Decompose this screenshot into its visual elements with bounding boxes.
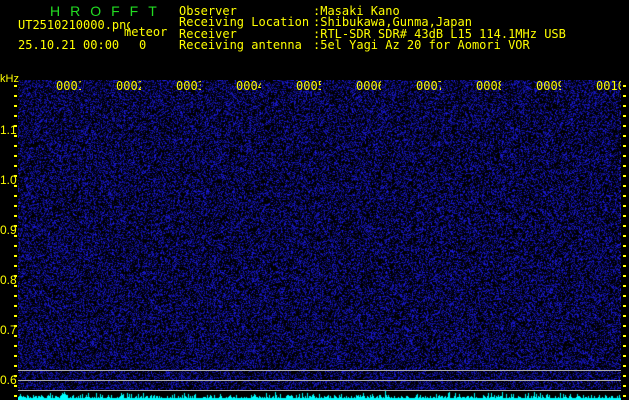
axis-tick: [14, 235, 17, 237]
axis-tick: [14, 185, 17, 187]
waterfall-spectrogram: [18, 80, 621, 400]
frequency-label: 0.9: [0, 223, 17, 237]
frequency-label: 0.7: [0, 323, 17, 337]
frequency-label: 1.0: [0, 173, 17, 187]
time-label: 0008: [476, 79, 501, 93]
time-label: 0009: [536, 79, 561, 93]
axis-tick: [14, 345, 17, 347]
time-label: 0007: [416, 79, 441, 93]
axis-tick: [14, 325, 17, 327]
axis-tick: [623, 305, 626, 307]
time-label: 0002: [116, 79, 141, 93]
axis-tick: [623, 195, 626, 197]
divider-line: [18, 390, 621, 391]
observer-value: :Masaki Kano: [313, 4, 400, 18]
axis-tick: [623, 265, 626, 267]
frequency-label: 0.8: [0, 273, 17, 287]
frequency-label: 0.6: [0, 373, 17, 387]
axis-tick: [623, 275, 626, 277]
time-label: 0010: [596, 79, 621, 93]
axis-tick: [623, 105, 626, 107]
axis-tick: [623, 85, 626, 87]
datetime: 25.10.21 00:00: [18, 38, 120, 52]
time-label: 0006: [356, 79, 381, 93]
mode-label: meteor: [124, 25, 168, 39]
divider-line: [18, 380, 621, 381]
axis-tick: [623, 125, 626, 127]
axis-tick: [623, 395, 626, 397]
location-value: :Shibukawa,Gunma,Japan: [313, 15, 472, 29]
axis-tick: [623, 245, 626, 247]
axis-tick: [623, 185, 626, 187]
axis-tick: [623, 375, 626, 377]
axis-tick: [14, 225, 17, 227]
unit-label: kHz: [0, 73, 19, 85]
axis-tick: [14, 285, 17, 287]
axis-tick: [14, 315, 17, 317]
frequency-label: 1.1: [0, 123, 17, 137]
axis-tick: [14, 255, 17, 257]
location-label: Receiving Location: [179, 15, 310, 29]
axis-tick: [14, 355, 17, 357]
app-title: HROFFT: [50, 3, 167, 19]
axis-tick: [623, 95, 626, 97]
axis-tick: [14, 195, 17, 197]
antenna-label: Receiving antenna: [179, 38, 302, 52]
axis-tick: [14, 205, 17, 207]
axis-tick: [14, 115, 17, 117]
axis-tick: [14, 155, 17, 157]
axis-tick: [623, 315, 626, 317]
axis-tick: [623, 325, 626, 327]
axis-tick: [623, 175, 626, 177]
axis-tick: [623, 165, 626, 167]
axis-tick: [14, 125, 17, 127]
axis-tick: [623, 385, 626, 387]
detection-count: 0: [139, 38, 147, 52]
axis-tick: [623, 365, 626, 367]
axis-tick: [14, 85, 17, 87]
axis-tick: [14, 365, 17, 367]
axis-tick: [14, 165, 17, 167]
axis-tick: [623, 215, 626, 217]
receiver-label: Receiver: [179, 27, 237, 41]
axis-tick: [14, 335, 17, 337]
axis-tick: [623, 155, 626, 157]
axis-tick: [14, 145, 17, 147]
axis-tick: [14, 305, 17, 307]
receiver-value: :RTL-SDR SDR# 43dB L15 114.1MHz USB: [313, 27, 566, 41]
divider-line: [18, 370, 621, 371]
time-label: 0003: [176, 79, 201, 93]
axis-tick: [14, 245, 17, 247]
axis-tick: [14, 95, 17, 97]
axis-tick: [623, 205, 626, 207]
axis-tick: [623, 235, 626, 237]
filename: UT2510210000.png: [18, 18, 130, 32]
axis-tick: [14, 135, 17, 137]
axis-tick: [623, 145, 626, 147]
axis-tick: [14, 385, 17, 387]
axis-tick: [623, 255, 626, 257]
axis-tick: [623, 335, 626, 337]
axis-tick: [623, 295, 626, 297]
axis-tick: [14, 175, 17, 177]
axis-tick: [623, 115, 626, 117]
axis-tick: [14, 295, 17, 297]
axis-tick: [14, 375, 17, 377]
axis-tick: [14, 395, 17, 397]
axis-tick: [623, 285, 626, 287]
antenna-value: :5el Yagi Az 20 for Aomori VOR: [313, 38, 530, 52]
axis-tick: [623, 225, 626, 227]
axis-tick: [14, 275, 17, 277]
axis-tick: [623, 135, 626, 137]
time-label: 0004: [236, 79, 261, 93]
axis-tick: [623, 345, 626, 347]
time-label: 0005: [296, 79, 321, 93]
axis-tick: [14, 215, 17, 217]
axis-tick: [14, 105, 17, 107]
observer-label: Observer: [179, 4, 237, 18]
axis-tick: [623, 355, 626, 357]
axis-tick: [14, 265, 17, 267]
